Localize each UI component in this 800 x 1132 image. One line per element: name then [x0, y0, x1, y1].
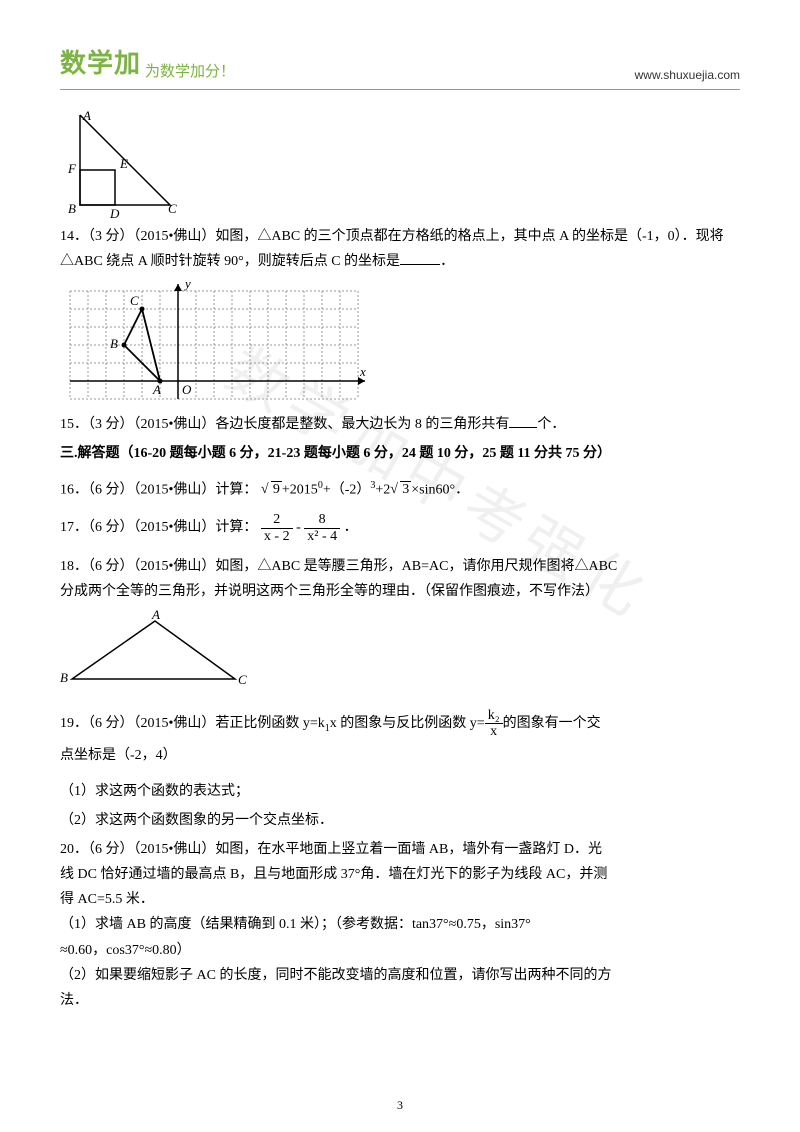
figure-18: A B C	[60, 609, 740, 694]
sqrt-9: 9	[261, 477, 282, 502]
svg-text:A: A	[82, 110, 91, 123]
question-16: 16．（6 分）（2015•佛山）计算： 9+20150+（-2）3+23×si…	[60, 477, 740, 503]
q14-text: 14．（3 分）（2015•佛山）如图，△ABC 的三个顶点都在方格纸的格点上，…	[60, 229, 724, 269]
svg-text:C: C	[238, 672, 247, 687]
svg-text:B: B	[110, 336, 118, 351]
svg-text:O: O	[182, 382, 192, 397]
logo-main: 数学加	[60, 40, 141, 87]
section-3-heading: 三.解答题（16-20 题每小题 6 分，21-23 题每小题 6 分，24 题…	[60, 441, 740, 466]
sqrt-3: 3	[390, 477, 411, 502]
site-url: www.shuxuejia.com	[635, 65, 740, 87]
svg-text:C: C	[168, 201, 177, 216]
svg-text:y: y	[183, 278, 191, 291]
svg-text:B: B	[68, 201, 76, 216]
question-19: 19．（6 分）（2015•佛山）若正比例函数 y=k1x 的图象与反比例函数 …	[60, 708, 740, 740]
q19-line2: 点坐标是（-2，4）	[60, 743, 740, 768]
page-number: 3	[0, 1095, 800, 1117]
question-20: 20．（6 分）（2015•佛山）如图，在水平地面上竖立着一面墙 AB，墙外有一…	[60, 837, 740, 1013]
figure-13: A F E B D C	[60, 110, 740, 220]
q19-part1: （1）求这两个函数的表达式；	[60, 779, 740, 804]
figure-14: A B C O y x	[60, 278, 740, 408]
question-17: 17．（6 分）（2015•佛山）计算： 2x - 2 - 8x² - 4 ．	[60, 512, 740, 544]
svg-text:A: A	[151, 609, 160, 622]
svg-text:F: F	[67, 161, 77, 176]
q14-blank	[400, 250, 440, 265]
svg-text:D: D	[109, 206, 120, 220]
page-header: 数学加 为数学加分！ www.shuxuejia.com	[60, 40, 740, 90]
frac-1: 2x - 2	[261, 512, 293, 544]
q15-blank	[509, 413, 537, 428]
question-15: 15．（3 分）（2015•佛山）各边长度都是整数、最大边长为 8 的三角形共有…	[60, 412, 740, 437]
svg-text:A: A	[152, 382, 161, 397]
frac-k2x: k₂x	[485, 708, 503, 740]
svg-text:E: E	[119, 156, 128, 171]
frac-2: 8x² - 4	[304, 512, 340, 544]
question-18: 18．（6 分）（2015•佛山）如图，△ABC 是等腰三角形，AB=AC，请你…	[60, 554, 740, 604]
svg-text:x: x	[359, 364, 366, 379]
q19-part2: （2）求这两个函数图象的另一个交点坐标．	[60, 808, 740, 833]
question-14: 14．（3 分）（2015•佛山）如图，△ABC 的三个顶点都在方格纸的格点上，…	[60, 224, 740, 274]
svg-text:C: C	[130, 293, 139, 308]
logo-tagline: 为数学加分！	[145, 58, 235, 87]
svg-text:B: B	[60, 670, 68, 685]
